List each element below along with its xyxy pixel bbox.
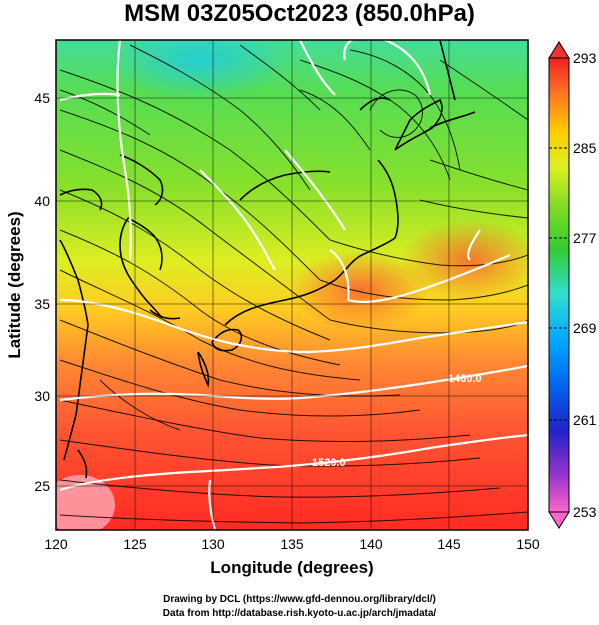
- lat-tick-label: 35: [34, 296, 50, 312]
- colorbar-tick-label: 277: [573, 230, 597, 246]
- lon-tick-label: 120: [44, 536, 68, 552]
- colorbar-scale: [548, 57, 570, 513]
- lon-tick-label: 130: [201, 536, 225, 552]
- warm-region: [400, 220, 528, 300]
- plot-frame: [55, 39, 529, 531]
- height-contours: [59, 40, 528, 530]
- x-axis: 120 125 130 135 140 145 150 Longitude (d…: [44, 536, 540, 577]
- coastlines: [59, 40, 476, 479]
- colorbar-min-arrow: [548, 511, 570, 529]
- x-axis-label: Longitude (degrees): [210, 558, 373, 577]
- contour-label: 1520.0: [312, 457, 346, 469]
- map-title: MSM 03Z05Oct2023 (850.0hPa): [124, 0, 475, 27]
- graticule: [56, 40, 528, 530]
- lat-tick-label: 45: [34, 90, 50, 106]
- colorbar-max-arrow: [548, 41, 570, 59]
- lon-tick-label: 150: [516, 536, 540, 552]
- credit-line-dcl: Drawing by DCL (https://www.gfd-dennou.o…: [163, 594, 436, 605]
- colorbar-tick-label: 293: [573, 50, 597, 66]
- lat-tick-label: 40: [34, 193, 50, 209]
- colorbar-tick-label: 269: [573, 320, 597, 336]
- lat-tick-label: 30: [34, 388, 50, 404]
- contour-label: 1460.0: [448, 373, 482, 385]
- warm-core-region: [56, 475, 115, 530]
- lon-tick-label: 145: [437, 536, 461, 552]
- cold-region: [110, 40, 290, 100]
- lon-tick-label: 135: [280, 536, 304, 552]
- credit-line-data: Data from http://database.rish.kyoto-u.a…: [162, 608, 437, 619]
- lat-tick-label: 25: [34, 478, 50, 494]
- warm-region: [290, 250, 430, 330]
- lon-tick-label: 140: [359, 536, 383, 552]
- lon-tick-label: 125: [123, 536, 147, 552]
- colorbar-tick-label: 261: [573, 412, 597, 428]
- colorbar-tick-label: 253: [573, 504, 597, 520]
- colorbar: 293 285 277 269 261 253: [548, 41, 597, 529]
- colorbar-tick-label: 285: [573, 140, 597, 156]
- y-axis: 25 30 35 40 45 Latitude (degrees): [5, 90, 50, 494]
- y-axis-label: Latitude (degrees): [5, 211, 24, 358]
- map-plot-area: 1460.0 1520.0: [56, 40, 528, 530]
